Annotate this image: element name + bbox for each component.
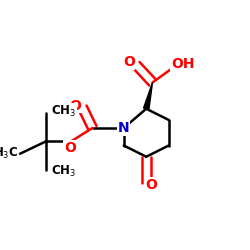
- Polygon shape: [144, 82, 152, 110]
- Text: OH: OH: [171, 57, 194, 71]
- Text: N: N: [118, 121, 130, 135]
- Text: O: O: [123, 56, 135, 70]
- Text: O: O: [70, 98, 82, 112]
- Text: CH$_3$: CH$_3$: [51, 164, 76, 179]
- Text: CH$_3$: CH$_3$: [51, 104, 76, 119]
- Text: H$_3$C: H$_3$C: [0, 146, 18, 161]
- Text: O: O: [145, 178, 157, 192]
- Text: O: O: [64, 140, 76, 154]
